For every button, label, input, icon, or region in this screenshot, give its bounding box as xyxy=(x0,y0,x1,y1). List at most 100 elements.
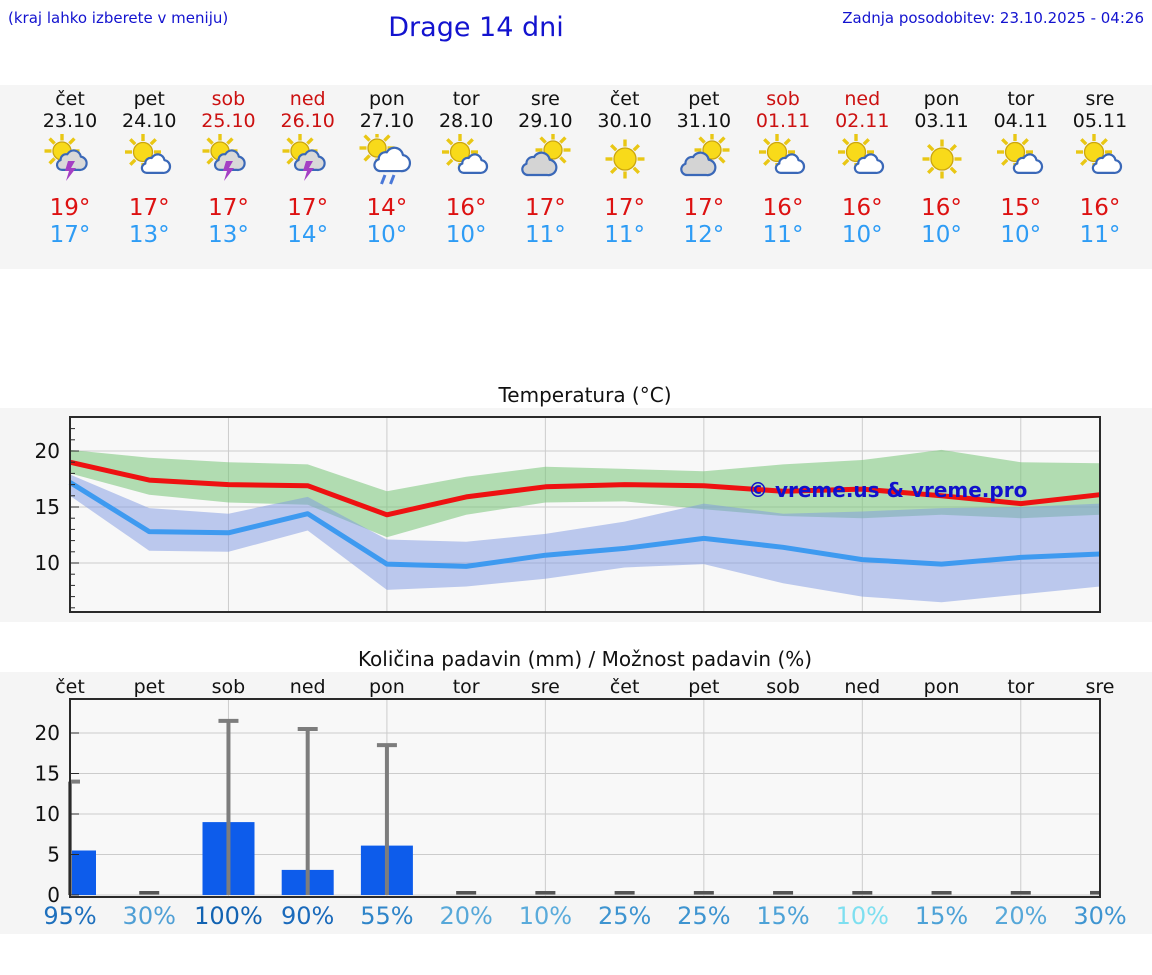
high-temperature: 16° xyxy=(921,195,962,221)
day-column: pon 03.11 16° 10° xyxy=(896,88,988,249)
day-date: 01.11 xyxy=(755,110,811,132)
sun-cloud-icon xyxy=(816,134,908,188)
day-date: 23.10 xyxy=(42,110,98,132)
sun-thunder-icon xyxy=(24,133,116,188)
day-date: 31.10 xyxy=(676,110,732,132)
day-name: tor xyxy=(1007,88,1035,110)
day-name: pon xyxy=(369,88,405,110)
day-name: čet xyxy=(55,88,85,110)
day-date: 25.10 xyxy=(201,110,256,132)
precip-probability: 55% xyxy=(360,902,414,930)
high-temperature: 17° xyxy=(208,195,249,221)
svg-text:0: 0 xyxy=(47,883,60,907)
low-temperature: 11° xyxy=(604,222,645,248)
svg-text:20: 20 xyxy=(35,721,60,745)
low-temperature: 11° xyxy=(524,222,566,248)
high-temperature: 15° xyxy=(1000,195,1042,221)
svg-text:10: 10 xyxy=(35,802,60,826)
cloud-sun-icon xyxy=(658,132,750,188)
precip-day-label: sob xyxy=(766,676,800,698)
temperature-chart-title: Temperatura (°C) xyxy=(498,383,672,407)
day-date: 02.11 xyxy=(835,110,890,132)
sun-thunder-icon xyxy=(182,133,274,188)
precipitation-chart-title: Količina padavin (mm) / Možnost padavin … xyxy=(357,647,813,671)
precip-day-label: čet xyxy=(609,676,640,698)
sun-cloud-icon xyxy=(1054,134,1146,188)
precip-day-label: sob xyxy=(211,676,246,698)
day-name: pet xyxy=(688,88,720,110)
page-title: Drage 14 dni xyxy=(388,12,564,43)
high-temperature: 14° xyxy=(366,195,408,221)
watermark: © vreme.us & vreme.pro xyxy=(748,478,1027,502)
svg-text:15: 15 xyxy=(35,762,60,786)
precip-probability: 90% xyxy=(281,902,335,930)
precip-probability: 20% xyxy=(994,902,1048,930)
low-temperature: 10° xyxy=(366,222,408,248)
last-updated: Zadnja posodobitev: 23.10.2025 - 04:26 xyxy=(842,9,1144,27)
precip-probability: 95% xyxy=(43,902,97,930)
precip-probability: 25% xyxy=(677,902,731,930)
day-date: 05.11 xyxy=(1072,110,1128,132)
low-temperature: 10° xyxy=(445,222,487,248)
precip-probability: 15% xyxy=(914,902,969,930)
day-date: 27.10 xyxy=(359,110,415,132)
day-column: čet 23.10 19° 17° xyxy=(24,88,116,249)
day-column: pet 31.10 17° 12° xyxy=(658,88,750,249)
sun-icon xyxy=(579,134,671,188)
precip-day-label: pon xyxy=(369,676,405,698)
precip-probability: 30% xyxy=(122,902,176,930)
sun-cloud-icon xyxy=(420,134,512,188)
day-date: 30.10 xyxy=(597,110,652,132)
precip-day-label: tor xyxy=(452,676,480,698)
low-temperature: 13° xyxy=(208,222,249,248)
sun-cloud-icon xyxy=(975,134,1067,188)
high-temperature: 19° xyxy=(49,195,91,221)
day-column: sre 05.11 16° 11° xyxy=(1054,88,1146,249)
svg-text:10: 10 xyxy=(35,551,60,575)
low-temperature: 14° xyxy=(287,222,329,248)
day-name: čet xyxy=(609,88,640,110)
precip-probability: 100% xyxy=(194,902,263,930)
high-temperature: 16° xyxy=(841,195,883,221)
day-column: čet 30.10 17° 11° xyxy=(579,88,671,249)
precip-probability: 25% xyxy=(597,902,652,930)
day-name: tor xyxy=(452,88,480,110)
low-temperature: 10° xyxy=(1000,222,1042,248)
sun-icon xyxy=(896,134,988,188)
svg-text:15: 15 xyxy=(35,495,60,519)
precip-probability: 15% xyxy=(756,902,810,930)
day-name: ned xyxy=(289,88,326,110)
day-name: ned xyxy=(844,88,881,110)
day-date: 03.11 xyxy=(914,110,969,132)
low-temperature: 11° xyxy=(762,222,804,248)
forecast-strip xyxy=(0,85,1152,269)
high-temperature: 16° xyxy=(445,195,487,221)
high-temperature: 16° xyxy=(1079,195,1121,221)
day-date: 29.10 xyxy=(518,110,573,132)
low-temperature: 10° xyxy=(921,222,962,248)
day-date: 26.10 xyxy=(280,110,335,132)
day-column: sre 29.10 17° 11° xyxy=(499,88,591,249)
high-temperature: 17° xyxy=(287,195,329,221)
day-column: sob 01.11 16° 11° xyxy=(737,88,829,249)
sun-rain-icon xyxy=(341,130,433,188)
day-column: tor 04.11 15° 10° xyxy=(975,88,1067,249)
high-temperature: 17° xyxy=(604,195,645,221)
precip-probability: 20% xyxy=(439,902,493,930)
svg-text:5: 5 xyxy=(47,843,60,867)
precip-day-label: pon xyxy=(923,676,960,698)
precip-day-label: čet xyxy=(55,676,85,698)
sun-cloud-icon xyxy=(737,134,829,188)
day-name: sob xyxy=(766,88,800,110)
low-temperature: 12° xyxy=(683,222,725,248)
day-date: 28.10 xyxy=(438,110,494,132)
low-temperature: 13° xyxy=(128,222,170,248)
day-date: 04.11 xyxy=(993,110,1048,132)
precip-probability: 10% xyxy=(835,902,889,930)
uncertainty-band xyxy=(70,474,1100,603)
high-temperature: 16° xyxy=(762,195,804,221)
low-temperature: 17° xyxy=(49,222,91,248)
high-temperature: 17° xyxy=(683,195,725,221)
high-temperature: 17° xyxy=(128,195,170,221)
